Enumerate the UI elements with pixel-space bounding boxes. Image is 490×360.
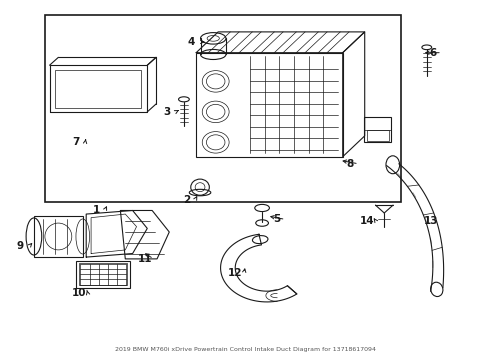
Bar <box>34 216 83 257</box>
Text: 2: 2 <box>183 195 190 205</box>
Text: 2019 BMW M760i xDrive Powertrain Control Intake Duct Diagram for 13718617094: 2019 BMW M760i xDrive Powertrain Control… <box>115 347 375 352</box>
Text: 10: 10 <box>72 288 86 298</box>
Text: 1: 1 <box>92 206 99 216</box>
Bar <box>196 53 343 157</box>
Bar <box>55 69 142 108</box>
Bar <box>76 261 130 288</box>
Text: 11: 11 <box>138 254 152 264</box>
Bar <box>364 117 391 142</box>
Text: 4: 4 <box>188 37 195 47</box>
Text: 6: 6 <box>430 48 437 58</box>
Text: 13: 13 <box>423 216 438 226</box>
Text: 12: 12 <box>228 268 243 278</box>
Text: 3: 3 <box>163 107 171 117</box>
Bar <box>367 130 389 140</box>
Text: 8: 8 <box>346 159 354 169</box>
Bar <box>45 15 401 202</box>
Text: 14: 14 <box>360 216 374 226</box>
Text: 9: 9 <box>17 241 24 251</box>
Bar <box>79 263 127 285</box>
Text: 5: 5 <box>273 215 280 224</box>
Text: 7: 7 <box>73 138 80 147</box>
